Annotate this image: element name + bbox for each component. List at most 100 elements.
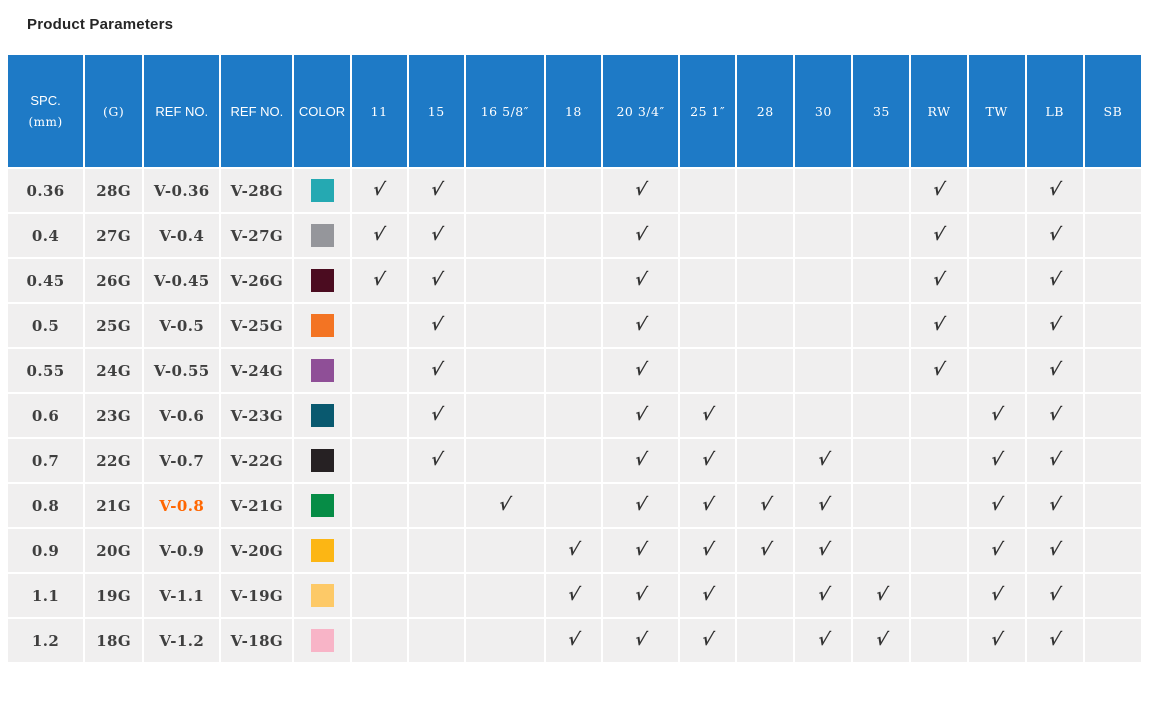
availability-cell-lb: √ xyxy=(1026,349,1083,392)
availability-cell-rw: √ xyxy=(911,214,967,257)
availability-cell-size-16 xyxy=(465,214,544,257)
availability-cell-size-35 xyxy=(853,214,910,257)
availability-cell-rw xyxy=(911,574,967,617)
checkmark-icon: √ xyxy=(428,404,445,425)
checkmark-icon: √ xyxy=(428,314,445,335)
checkmark-icon: √ xyxy=(632,224,649,245)
column-header-label: LB xyxy=(1045,103,1064,119)
ref-no-link-cell[interactable]: V-0.4 xyxy=(144,214,220,257)
availability-cell-sb xyxy=(1084,169,1141,212)
ref-no-cell: V-27G xyxy=(221,214,293,257)
column-header-size-18: 18 xyxy=(545,55,601,167)
checkmark-icon: √ xyxy=(1047,269,1063,290)
checkmark-icon: √ xyxy=(699,584,716,605)
availability-cell-size-30: √ xyxy=(795,484,852,527)
column-header-label: 18 xyxy=(564,103,582,119)
column-header-size-28: 28 xyxy=(737,55,794,167)
ref-no-cell: V-22G xyxy=(221,439,293,482)
availability-cell-tw xyxy=(968,304,1025,347)
availability-cell-lb: √ xyxy=(1026,169,1083,212)
availability-cell-size-35 xyxy=(853,259,910,302)
checkmark-icon: √ xyxy=(931,314,947,335)
ref-no-link-cell[interactable]: V-0.9 xyxy=(144,529,220,572)
availability-cell-size-20: √ xyxy=(602,439,679,482)
ref-no-link-cell[interactable]: V-0.5 xyxy=(144,304,220,347)
checkmark-icon: √ xyxy=(565,584,582,605)
availability-cell-size-15: √ xyxy=(408,304,464,347)
ref-no-link-cell[interactable]: V-0.55 xyxy=(144,349,220,392)
availability-cell-size-11 xyxy=(351,349,407,392)
availability-cell-size-30 xyxy=(795,349,852,392)
spc-cell: 0.55 xyxy=(8,349,84,392)
checkmark-icon: √ xyxy=(428,224,445,245)
checkmark-icon: √ xyxy=(632,314,649,335)
color-cell xyxy=(294,169,350,212)
availability-cell-size-30 xyxy=(795,304,852,347)
ref-no-cell: V-26G xyxy=(221,259,293,302)
color-cell xyxy=(294,214,350,257)
column-header-sb: SB xyxy=(1084,55,1141,167)
availability-cell-size-25 xyxy=(680,259,736,302)
column-header-size-11: 11 xyxy=(351,55,407,167)
checkmark-icon: √ xyxy=(1047,314,1063,335)
availability-cell-sb xyxy=(1084,259,1141,302)
availability-cell-size-16 xyxy=(465,439,544,482)
availability-cell-size-15: √ xyxy=(408,394,464,437)
table-row: 0.55 24G V-0.55 V-24G √ √ √ √ xyxy=(8,349,1141,392)
checkmark-icon: √ xyxy=(371,179,388,200)
availability-cell-size-16 xyxy=(465,259,544,302)
availability-cell-lb: √ xyxy=(1026,394,1083,437)
ref-no-link-cell[interactable]: V-0.8 xyxy=(144,484,220,527)
availability-cell-sb xyxy=(1084,529,1141,572)
availability-cell-sb xyxy=(1084,214,1141,257)
availability-cell-rw: √ xyxy=(911,169,967,212)
availability-cell-size-15: √ xyxy=(408,169,464,212)
checkmark-icon: √ xyxy=(699,404,716,425)
availability-cell-size-11 xyxy=(351,394,407,437)
availability-cell-size-30: √ xyxy=(795,439,852,482)
availability-cell-size-25 xyxy=(680,214,736,257)
ref-no-link-cell[interactable]: V-0.7 xyxy=(144,439,220,482)
checkmark-icon: √ xyxy=(988,404,1005,425)
column-header-gauge: (G) xyxy=(85,55,143,167)
ref-no-link-cell[interactable]: V-1.2 xyxy=(144,619,220,662)
spc-cell: 0.45 xyxy=(8,259,84,302)
availability-cell-sb xyxy=(1084,619,1141,662)
availability-cell-tw xyxy=(968,259,1025,302)
availability-cell-size-15 xyxy=(408,574,464,617)
column-header-label: TW xyxy=(985,103,1008,119)
availability-cell-size-20: √ xyxy=(602,169,679,212)
availability-cell-size-28: √ xyxy=(737,529,794,572)
color-swatch xyxy=(310,314,334,337)
checkmark-icon: √ xyxy=(632,404,649,425)
ref-no-link-cell[interactable]: V-0.6 xyxy=(144,394,220,437)
gauge-cell: 21G xyxy=(85,484,143,527)
availability-cell-size-18: √ xyxy=(545,529,601,572)
availability-cell-rw xyxy=(911,484,967,527)
availability-cell-size-16: √ xyxy=(465,484,544,527)
header-row: SPC. (mm) (G) REF NO. REF NO. COLOR 11 15 16 5/8… xyxy=(8,55,1141,167)
ref-no-link-cell[interactable]: V-0.45 xyxy=(144,259,220,302)
availability-cell-tw: √ xyxy=(968,394,1025,437)
ref-no-link-cell[interactable]: V-1.1 xyxy=(144,574,220,617)
column-header-label: (G) xyxy=(103,103,125,119)
availability-cell-rw: √ xyxy=(911,349,967,392)
availability-cell-size-20: √ xyxy=(602,214,679,257)
checkmark-icon: √ xyxy=(757,539,774,560)
column-header-label: REF NO. xyxy=(155,103,209,119)
table-row: 0.6 23G V-0.6 V-23G √ √ √ √ √ xyxy=(8,394,1141,437)
column-header-label: 28 xyxy=(756,103,774,119)
color-swatch xyxy=(310,179,334,202)
color-swatch xyxy=(310,629,334,652)
availability-cell-size-25: √ xyxy=(680,619,736,662)
availability-cell-size-35: √ xyxy=(853,574,910,617)
availability-cell-lb: √ xyxy=(1026,259,1083,302)
ref-no-cell: V-18G xyxy=(221,619,293,662)
availability-cell-size-28 xyxy=(737,619,794,662)
column-header-label: RW xyxy=(927,103,951,119)
availability-cell-lb: √ xyxy=(1026,214,1083,257)
table-row: 0.5 25G V-0.5 V-25G √ √ √ √ xyxy=(8,304,1141,347)
ref-no-cell: V-21G xyxy=(221,484,293,527)
ref-no-link-cell[interactable]: V-0.36 xyxy=(144,169,220,212)
availability-cell-lb: √ xyxy=(1026,304,1083,347)
